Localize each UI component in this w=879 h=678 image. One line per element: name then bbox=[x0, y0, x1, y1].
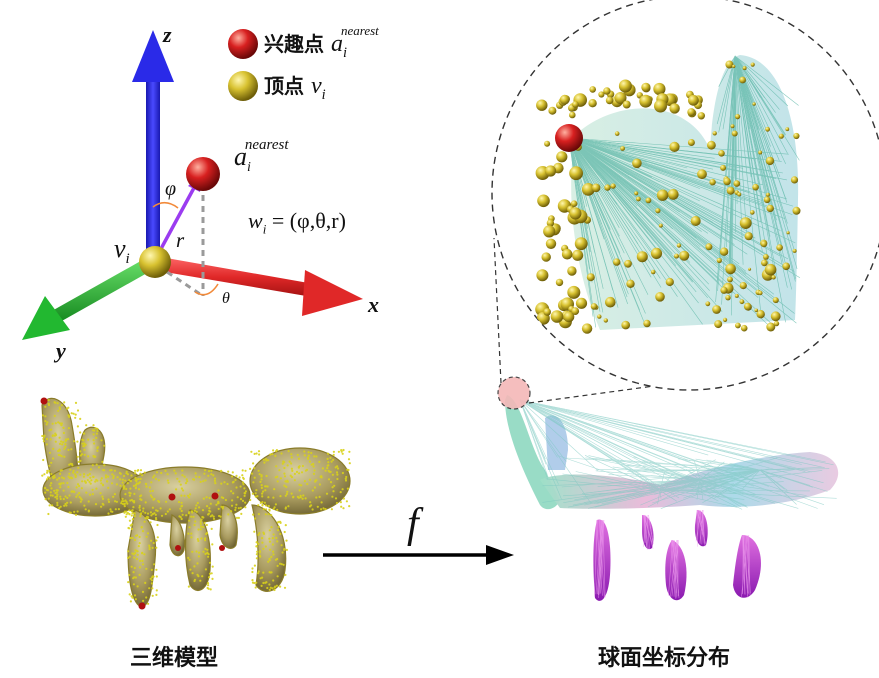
legend-interest-point-ball bbox=[228, 29, 258, 59]
legend-interest-point: 兴趣点 ai nearest bbox=[264, 23, 385, 62]
interest-point-ball bbox=[186, 157, 220, 191]
y-axis-shaft bbox=[50, 258, 156, 322]
model-vertex-dots bbox=[41, 399, 351, 605]
theta-arc bbox=[194, 283, 219, 296]
vertex-symbol: v bbox=[114, 234, 126, 263]
projection-line-base bbox=[157, 264, 204, 298]
spherical-distribution bbox=[505, 395, 839, 601]
coordinate-axes bbox=[22, 30, 363, 340]
x-axis-label: x bbox=[368, 292, 379, 317]
vertex-sub: i bbox=[125, 251, 130, 268]
r-label: r bbox=[176, 228, 185, 252]
formula-label: wi = (φ,θ,r) bbox=[248, 208, 346, 237]
model-interest-points bbox=[40, 397, 225, 610]
nearest-point-sup: nearest bbox=[244, 137, 289, 154]
mapping-arrow bbox=[323, 545, 514, 565]
legend-vertex-symbol: v bbox=[310, 73, 322, 99]
r-vector bbox=[154, 185, 197, 259]
y-axis-label: y bbox=[56, 338, 66, 363]
zoom-connector-left bbox=[493, 237, 502, 384]
nearest-point-sub: i bbox=[247, 160, 251, 176]
legend-vertex-ball bbox=[228, 71, 258, 101]
model-3d bbox=[40, 397, 351, 610]
nearest-point-label: ai nearest bbox=[234, 137, 295, 176]
formula-rhs: = (φ,θ,r) bbox=[266, 208, 346, 233]
vertex-ball bbox=[139, 246, 171, 278]
z-axis-head bbox=[132, 30, 174, 82]
legend-vertex: 顶点 vi bbox=[264, 70, 326, 104]
zoom-interest-point-ball bbox=[555, 124, 583, 152]
z-axis-label: z bbox=[163, 22, 172, 47]
theta-label: θ bbox=[222, 290, 230, 307]
x-axis-head bbox=[302, 270, 363, 316]
phi-arc bbox=[152, 201, 179, 209]
vertex-label: vi bbox=[114, 234, 130, 268]
legend-interest-point-sup: nearest bbox=[340, 23, 379, 39]
zoom-source-highlight bbox=[497, 376, 531, 410]
x-axis-shaft bbox=[153, 256, 320, 298]
legend-vertex-text: 顶点 bbox=[264, 74, 304, 98]
formula-lhs: w bbox=[248, 208, 263, 233]
zoom-inset bbox=[491, 0, 879, 391]
caption-3d-model: 三维模型 bbox=[130, 646, 219, 671]
legend-interest-point-symbol: a bbox=[330, 31, 343, 57]
mapping-function-label: f bbox=[407, 501, 419, 547]
z-axis-shaft bbox=[146, 80, 160, 260]
legend-interest-point-text: 兴趣点 bbox=[264, 32, 324, 56]
y-axis-head bbox=[22, 296, 70, 340]
phi-label: φ bbox=[165, 178, 177, 200]
legend-interest-point-sub: i bbox=[342, 44, 347, 61]
formula-sub: i bbox=[262, 221, 267, 237]
legend-vertex-sub: i bbox=[321, 86, 326, 103]
caption-spherical-distribution: 球面坐标分布 bbox=[598, 646, 731, 671]
nearest-point-symbol: a bbox=[234, 142, 247, 171]
